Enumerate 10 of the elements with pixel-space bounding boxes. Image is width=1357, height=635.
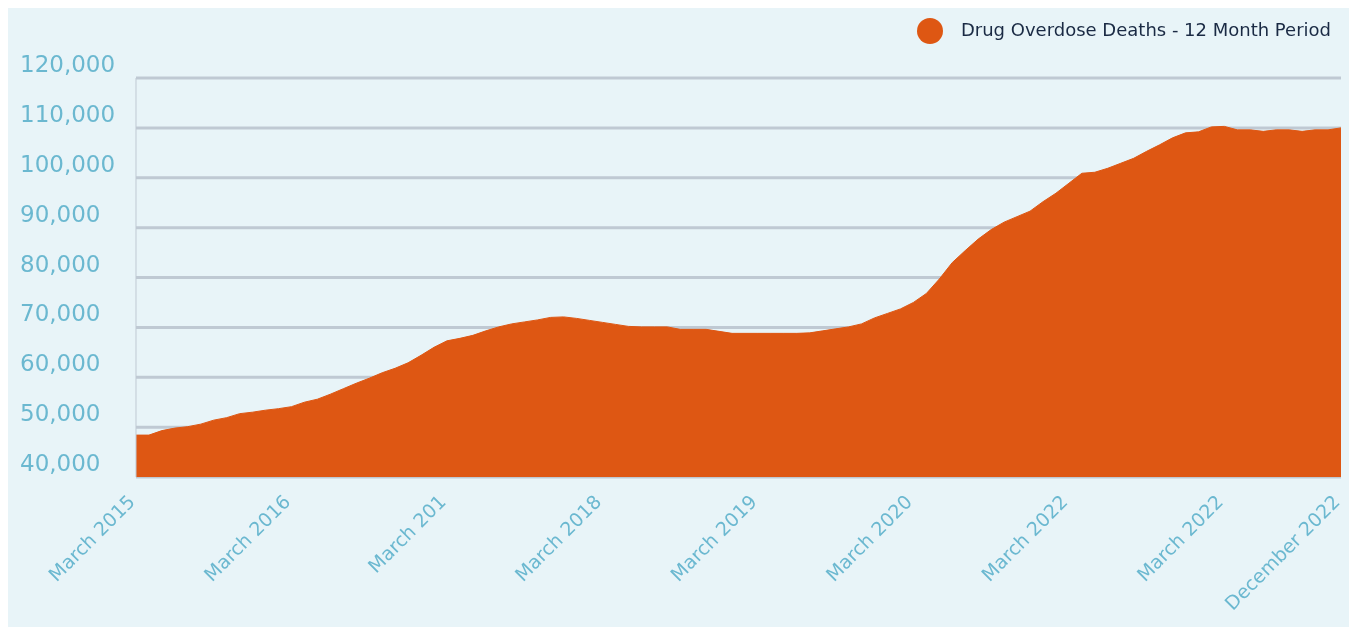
y-tick-label: 80,000 (20, 250, 101, 277)
y-tick-label: 40,000 (20, 450, 101, 476)
y-tick-label: 110,000 (20, 100, 116, 127)
y-tick-label: 70,000 (20, 300, 101, 327)
y-tick-label: 100,000 (20, 150, 116, 177)
y-tick-label: 120,000 (20, 51, 116, 77)
y-tick-label: 60,000 (20, 350, 101, 377)
legend-label: Drug Overdose Deaths - 12 Month Period (960, 18, 1331, 40)
y-tick-label: 50,000 (20, 400, 101, 427)
y-tick-label: 90,000 (20, 200, 101, 227)
